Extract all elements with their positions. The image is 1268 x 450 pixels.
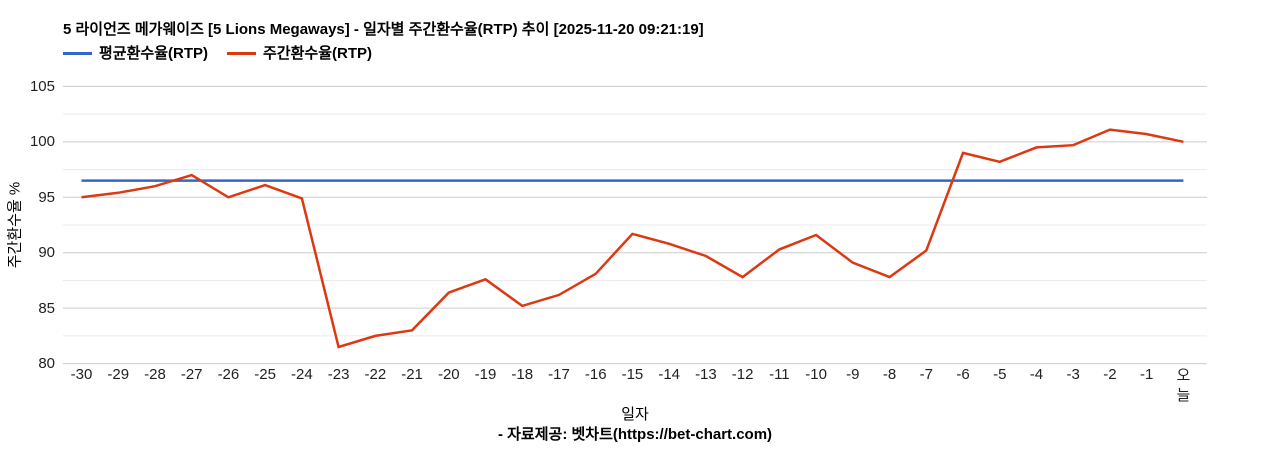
y-tick-label: 85 [38,299,55,317]
x-tick-label: -4 [1029,366,1044,383]
x-tick-label: -23 [327,366,350,383]
x-tick-label: -5 [993,366,1007,383]
legend-swatch-icon [63,52,92,55]
x-tick-label: -17 [548,366,570,383]
x-tick-label: -11 [769,366,790,383]
x-tick-label: -25 [254,366,276,383]
chart-legend: 평균환수율(RTP) 주간환수율(RTP) [63,45,372,62]
y-tick-label: 100 [29,133,55,151]
chart-title: 5 라이언즈 메가웨이즈 [5 Lions Megaways] - 일자별 주간… [63,21,704,38]
x-tick-label: -12 [731,366,754,383]
x-axis-title: 일자 [621,406,649,423]
x-tick-label: -8 [882,366,897,383]
series-line-1 [81,128,1184,349]
x-tick-label: -9 [846,366,860,383]
x-tick-label: -30 [70,366,93,383]
x-tick-label: -16 [584,366,607,383]
x-tick-label: -6 [956,366,970,383]
x-tick-label: 오늘 [1176,367,1191,404]
chart-footer-credit: - 자료제공: 벳차트(https://bet-chart.com) [497,426,773,443]
x-tick-label: -10 [805,366,827,383]
x-tick-label: -19 [474,366,497,383]
legend-item-1: 주간환수율(RTP) [227,45,372,62]
x-tick-label: -14 [658,366,681,383]
legend-label: 평균환수율(RTP) [99,45,208,62]
y-tick-label: 80 [38,355,55,373]
x-tick-label: -2 [1103,366,1117,383]
x-tick-label: -7 [919,366,933,383]
x-tick-label: -18 [511,366,534,383]
legend-label: 주간환수율(RTP) [263,45,372,62]
x-tick-label: -29 [107,366,130,383]
legend-item-0: 평균환수율(RTP) [63,45,208,62]
x-tick-label: -22 [364,366,387,383]
x-tick-label: -1 [1139,366,1154,383]
x-tick-label: -21 [401,366,423,383]
x-tick-label: -20 [437,366,460,383]
x-tick-label: -13 [695,366,717,383]
y-tick-label: 90 [38,244,55,262]
x-tick-label: -24 [291,366,313,383]
x-tick-label: -3 [1066,366,1080,383]
x-tick-label: -26 [217,366,240,383]
y-tick-label: 95 [38,188,55,206]
y-tick-label: 105 [29,77,55,95]
x-tick-label: -28 [144,366,166,383]
legend-swatch-icon [227,52,256,55]
x-tick-label: -27 [180,366,203,383]
x-tick-label: -15 [621,366,644,383]
